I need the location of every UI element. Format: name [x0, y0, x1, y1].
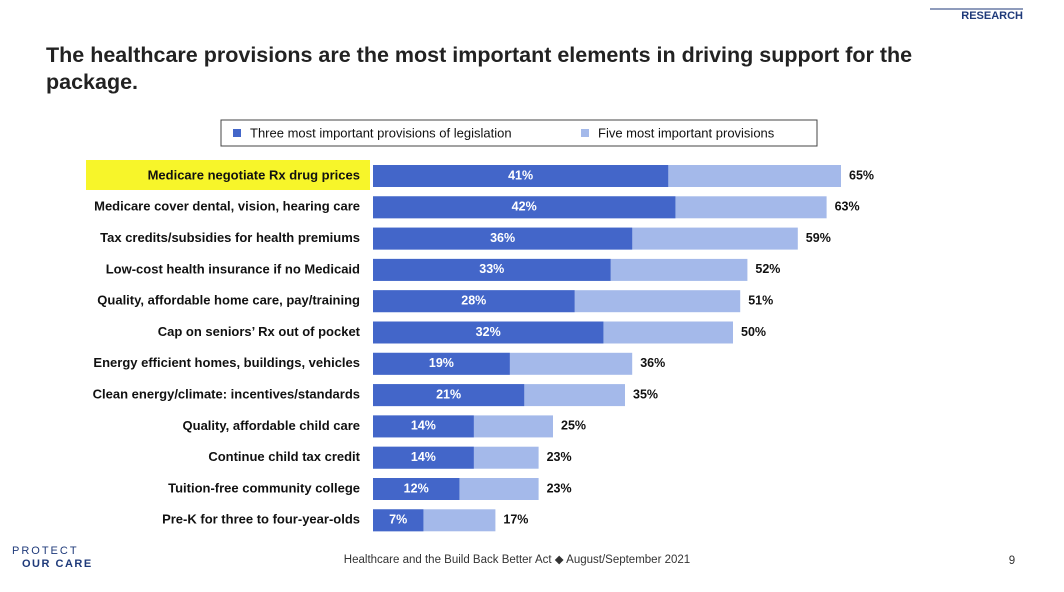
category-label: Continue child tax credit	[208, 449, 360, 464]
bar	[373, 446, 474, 469]
value-label: 23%	[547, 481, 572, 495]
value-label: 33%	[479, 262, 504, 276]
bar	[373, 509, 424, 532]
category-label: Low-cost health insurance if no Medicaid	[106, 261, 360, 276]
value-label: 32%	[476, 325, 501, 339]
value-label: 36%	[490, 231, 515, 245]
value-label: 52%	[755, 262, 780, 276]
category-label: Energy efficient homes, buildings, vehic…	[93, 355, 360, 370]
value-label: 36%	[640, 356, 665, 370]
legend-label: Three most important provisions of legis…	[250, 125, 512, 140]
value-label: 42%	[512, 200, 537, 214]
logo-right: RESEARCH	[961, 10, 1023, 22]
category-label: Cap on seniors’ Rx out of pocket	[158, 324, 361, 339]
logo-left: PROTECT	[12, 545, 79, 557]
chart-title: The healthcare provisions are the most i…	[46, 43, 913, 94]
category-label: Tuition-free community college	[168, 480, 360, 495]
logo-left: OUR CARE	[22, 558, 93, 570]
value-label: 63%	[835, 200, 860, 214]
bar	[373, 384, 525, 407]
value-label: 12%	[404, 481, 429, 495]
value-label: 41%	[508, 168, 533, 182]
bar	[373, 415, 474, 438]
category-label: Medicare cover dental, vision, hearing c…	[94, 199, 360, 214]
value-label: 17%	[503, 513, 528, 527]
category-label: Medicare negotiate Rx drug prices	[148, 167, 360, 182]
category-label: Quality, affordable home care, pay/train…	[97, 293, 360, 308]
value-label: 59%	[806, 231, 831, 245]
value-label: 14%	[411, 450, 436, 464]
value-label: 65%	[849, 168, 874, 182]
value-label: 51%	[748, 293, 773, 307]
value-label: 19%	[429, 356, 454, 370]
value-label: 23%	[547, 450, 572, 464]
bar	[373, 165, 669, 187]
category-label: Pre-K for three to four-year-olds	[162, 512, 360, 527]
category-label: Clean energy/climate: incentives/standar…	[93, 387, 360, 402]
footer-text: Healthcare and the Build Back Better Act…	[344, 554, 690, 566]
bar	[373, 290, 575, 313]
value-label: 25%	[561, 419, 586, 433]
legend-label: Five most important provisions	[598, 125, 775, 140]
value-label: 14%	[411, 419, 436, 433]
bar	[373, 478, 460, 500]
value-label: 50%	[741, 325, 766, 339]
legend-box	[220, 119, 818, 147]
highlight	[86, 160, 370, 190]
value-label: 7%	[389, 513, 407, 527]
value-label: 28%	[461, 293, 486, 307]
page-number: 9	[1009, 555, 1015, 567]
legend-swatch	[233, 129, 241, 137]
category-label: Tax credits/subsidies for health premium…	[100, 230, 360, 245]
legend-swatch	[581, 129, 589, 137]
category-label: Quality, affordable child care	[183, 418, 360, 433]
bar	[373, 258, 611, 281]
bar	[373, 352, 510, 375]
bar	[373, 321, 604, 344]
value-label: 21%	[436, 387, 461, 401]
value-label: 35%	[633, 387, 658, 401]
bar	[373, 196, 676, 219]
bar	[373, 227, 633, 250]
